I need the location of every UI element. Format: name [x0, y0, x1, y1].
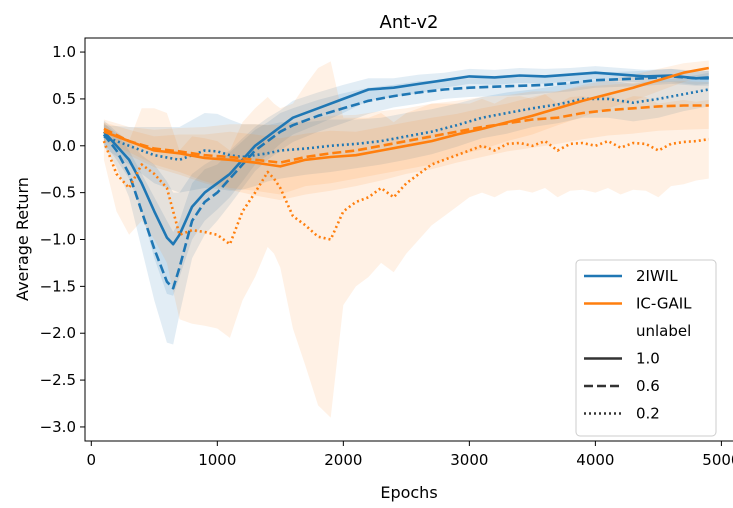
- x-tick-label: 5000: [702, 451, 733, 469]
- legend-entry-unlabel-1_0-label: 1.0: [636, 350, 660, 368]
- legend-entry-unlabel-0_6-label: 0.6: [636, 377, 660, 395]
- x-tick-label: 3000: [450, 451, 488, 469]
- x-tick-label: 1000: [198, 451, 236, 469]
- band-2iwil-0_6: [103, 68, 709, 345]
- y-tick-label: −2.5: [40, 371, 76, 389]
- y-tick-label: 0.5: [52, 90, 76, 108]
- legend-group-title-label: unlabel: [636, 322, 691, 340]
- line-ic-gail-0_6: [103, 104, 709, 164]
- line-ic-gail-1_0: [103, 66, 710, 168]
- y-tick-label: −2.0: [40, 324, 76, 342]
- line-2iwil-0_6: [102, 75, 709, 290]
- y-tick-label: 0.0: [52, 137, 76, 155]
- x-tick-label: 0: [87, 451, 97, 469]
- y-tick-label: −1.5: [40, 277, 76, 295]
- legend: 2IWIL IC-GAIL unlabel 1.0 0.6 0.2: [575, 259, 717, 437]
- band-ic-gail-0_6: [103, 81, 709, 201]
- legend-entry-unlabel-0_2-label: 0.2: [636, 405, 660, 423]
- y-tick-label: 1.0: [52, 43, 76, 61]
- series-lines: [102, 66, 710, 290]
- x-tick-label: 4000: [576, 451, 614, 469]
- x-tick-label: 2000: [324, 451, 362, 469]
- y-tick-label: −0.5: [40, 184, 76, 202]
- y-axis-label: Average Return: [13, 177, 32, 301]
- y-axis-ticks: 1.0 0.5 0.0 −0.5 −1.0 −1.5 −2.0 −2.5 −3.0: [40, 43, 85, 436]
- x-axis-ticks: 0 1000 2000 3000 4000 5000: [87, 441, 733, 469]
- line-2iwil-0_2: [103, 88, 710, 162]
- legend-entry-2iwil-label: 2IWIL: [636, 267, 678, 285]
- chart-title: Ant-v2: [380, 12, 439, 33]
- band-ic-gail-1_0: [103, 60, 709, 195]
- x-axis-label: Epochs: [380, 483, 437, 502]
- y-tick-label: −1.0: [40, 231, 76, 249]
- line-ic-gail-0_2: [102, 137, 709, 246]
- line-2iwil-1_0: [102, 71, 709, 246]
- legend-entry-ic-gail-label: IC-GAIL: [636, 295, 692, 313]
- y-tick-label: −3.0: [40, 418, 76, 436]
